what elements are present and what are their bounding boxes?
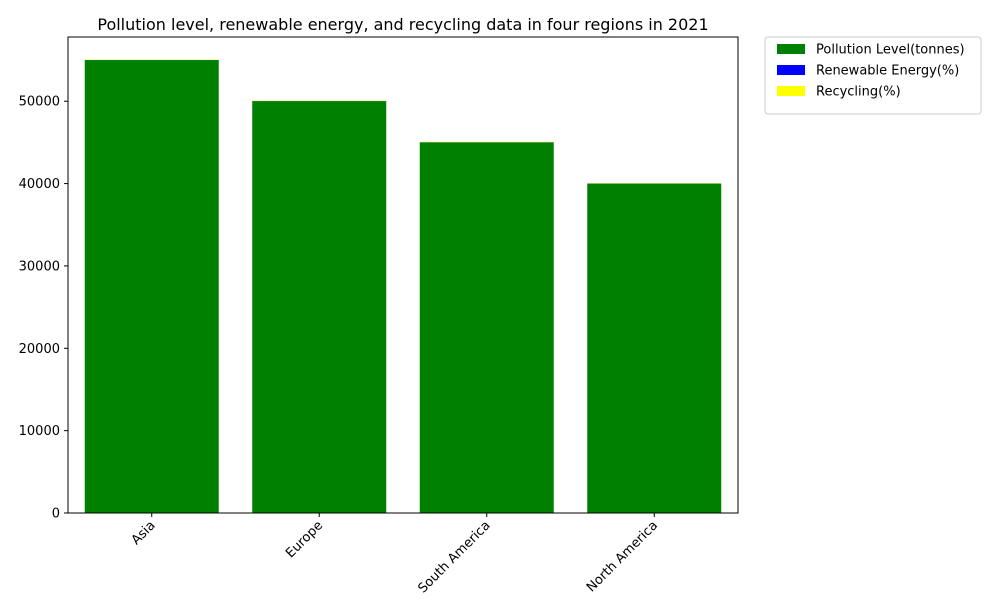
- legend: Pollution Level(tonnes) Renewable Energy(…: [764, 36, 982, 115]
- plot-area: 0 10000 20000 30000 40000 50000 Asia Europe Sout…: [19, 36, 739, 596]
- legend-label: Renewable Energy(%): [816, 64, 959, 79]
- chart-title: Pollution level, renewable energy, and r…: [97, 15, 708, 34]
- y-tick-label: 40000: [19, 177, 60, 192]
- y-tick-label: 0: [52, 507, 60, 522]
- legend-swatch: [777, 44, 805, 54]
- bar-south-america-series-0: [419, 142, 554, 514]
- legend-swatch: [777, 65, 805, 75]
- x-tick-label: Europe: [283, 518, 326, 561]
- legend-frame: [764, 36, 982, 115]
- y-tick-label: 30000: [19, 259, 60, 274]
- y-tick-label: 50000: [19, 95, 60, 110]
- x-tick-label: Asia: [129, 518, 159, 548]
- legend-label: Pollution Level(tonnes): [816, 43, 965, 58]
- bar-north-america-series-0: [587, 183, 722, 513]
- x-tick-label: South America: [415, 518, 493, 596]
- axes-frame: [67, 36, 739, 514]
- y-tick-label: 10000: [19, 424, 60, 439]
- x-tick-label: North America: [584, 518, 661, 595]
- legend-swatch: [777, 86, 805, 96]
- bar-europe-series-0: [252, 101, 387, 513]
- bar-asia-series-0: [84, 60, 219, 513]
- y-tick-label: 20000: [19, 342, 60, 357]
- legend-label: Recycling(%): [816, 85, 901, 100]
